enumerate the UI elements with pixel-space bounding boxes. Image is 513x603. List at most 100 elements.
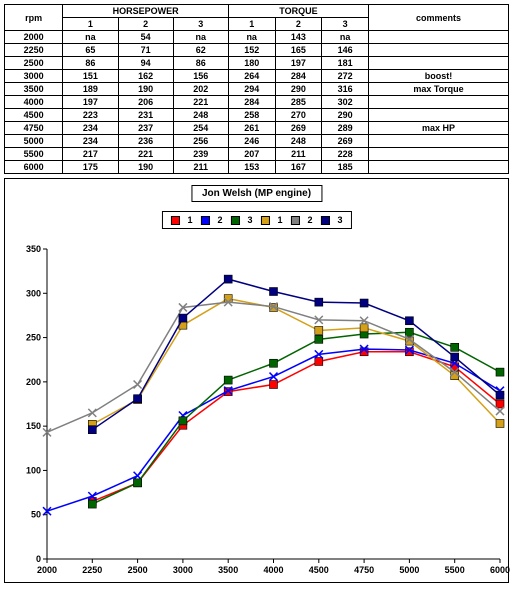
x-tick-label: 2000 bbox=[37, 565, 57, 575]
cell: 254 bbox=[173, 122, 228, 135]
table-row: 4000197206221284285302 bbox=[5, 96, 509, 109]
cell: 290 bbox=[322, 109, 369, 122]
cell: max HP bbox=[369, 122, 509, 135]
cell: 302 bbox=[322, 96, 369, 109]
cell: 239 bbox=[173, 148, 228, 161]
cell: 6000 bbox=[5, 161, 63, 174]
cell bbox=[369, 44, 509, 57]
cell bbox=[369, 57, 509, 70]
cell: max Torque bbox=[369, 83, 509, 96]
chart-container: Jon Welsh (MP engine) 123123 05010015020… bbox=[4, 178, 509, 583]
cell: 272 bbox=[322, 70, 369, 83]
y-tick-label: 0 bbox=[36, 554, 41, 564]
cell bbox=[369, 96, 509, 109]
cell: 285 bbox=[275, 96, 322, 109]
y-tick-label: 50 bbox=[31, 510, 41, 520]
cell: 94 bbox=[118, 57, 173, 70]
cell: 71 bbox=[118, 44, 173, 57]
cell: 175 bbox=[63, 161, 118, 174]
cell: 221 bbox=[118, 148, 173, 161]
cell: 3000 bbox=[5, 70, 63, 83]
cell: 185 bbox=[322, 161, 369, 174]
cell: 269 bbox=[322, 135, 369, 148]
th-hp: HORSEPOWER bbox=[63, 5, 229, 18]
table-row: 4750234237254261269289max HP bbox=[5, 122, 509, 135]
cell: 5500 bbox=[5, 148, 63, 161]
table-row: 5500217221239207211228 bbox=[5, 148, 509, 161]
table-row: 2250657162152165146 bbox=[5, 44, 509, 57]
cell bbox=[369, 31, 509, 44]
table-row: 2000na54nana143na bbox=[5, 31, 509, 44]
cell: 190 bbox=[118, 161, 173, 174]
cell: 190 bbox=[118, 83, 173, 96]
x-tick-label: 2500 bbox=[128, 565, 148, 575]
x-tick-label: 2250 bbox=[82, 565, 102, 575]
cell: 316 bbox=[322, 83, 369, 96]
y-tick-label: 250 bbox=[26, 333, 41, 343]
cell: 248 bbox=[173, 109, 228, 122]
cell: 143 bbox=[275, 31, 322, 44]
x-tick-label: 5000 bbox=[399, 565, 419, 575]
x-tick-label: 4500 bbox=[309, 565, 329, 575]
y-tick-label: 350 bbox=[26, 244, 41, 254]
cell: 54 bbox=[118, 31, 173, 44]
cell bbox=[369, 109, 509, 122]
cell: 86 bbox=[173, 57, 228, 70]
cell: 3500 bbox=[5, 83, 63, 96]
cell: 228 bbox=[322, 148, 369, 161]
cell: 261 bbox=[228, 122, 275, 135]
x-tick-label: 4750 bbox=[354, 565, 374, 575]
y-tick-label: 150 bbox=[26, 421, 41, 431]
cell: 206 bbox=[118, 96, 173, 109]
cell: 2250 bbox=[5, 44, 63, 57]
y-tick-label: 200 bbox=[26, 377, 41, 387]
cell: 162 bbox=[118, 70, 173, 83]
cell: 269 bbox=[275, 122, 322, 135]
cell: 86 bbox=[63, 57, 118, 70]
table-row: 2500869486180197181 bbox=[5, 57, 509, 70]
cell: 289 bbox=[322, 122, 369, 135]
cell: 234 bbox=[63, 122, 118, 135]
th-tq: TORQUE bbox=[228, 5, 368, 18]
cell: 62 bbox=[173, 44, 228, 57]
cell bbox=[369, 135, 509, 148]
cell: 180 bbox=[228, 57, 275, 70]
dyno-table: rpm HORSEPOWER TORQUE comments 123123 20… bbox=[4, 4, 509, 174]
th-rpm: rpm bbox=[5, 5, 63, 31]
chart-svg: 0501001502002503003502000225025003000350… bbox=[5, 179, 510, 584]
cell: 207 bbox=[228, 148, 275, 161]
cell: 284 bbox=[228, 96, 275, 109]
cell: 4750 bbox=[5, 122, 63, 135]
cell: 156 bbox=[173, 70, 228, 83]
cell: 290 bbox=[275, 83, 322, 96]
cell: 294 bbox=[228, 83, 275, 96]
cell: 65 bbox=[63, 44, 118, 57]
th-comments: comments bbox=[369, 5, 509, 31]
cell: 231 bbox=[118, 109, 173, 122]
table-row: 6000175190211153167185 bbox=[5, 161, 509, 174]
th-sub: 3 bbox=[322, 18, 369, 31]
cell: 167 bbox=[275, 161, 322, 174]
cell bbox=[369, 148, 509, 161]
cell: 4000 bbox=[5, 96, 63, 109]
cell: na bbox=[63, 31, 118, 44]
cell: 270 bbox=[275, 109, 322, 122]
cell: 211 bbox=[173, 161, 228, 174]
cell: 237 bbox=[118, 122, 173, 135]
cell: 181 bbox=[322, 57, 369, 70]
cell: 221 bbox=[173, 96, 228, 109]
cell: 223 bbox=[63, 109, 118, 122]
cell: 152 bbox=[228, 44, 275, 57]
x-tick-label: 3500 bbox=[218, 565, 238, 575]
table-row: 3500189190202294290316max Torque bbox=[5, 83, 509, 96]
cell: 189 bbox=[63, 83, 118, 96]
cell: 284 bbox=[275, 70, 322, 83]
cell bbox=[369, 161, 509, 174]
th-sub: 2 bbox=[275, 18, 322, 31]
th-sub: 2 bbox=[118, 18, 173, 31]
th-sub: 1 bbox=[63, 18, 118, 31]
cell: 264 bbox=[228, 70, 275, 83]
cell: 146 bbox=[322, 44, 369, 57]
cell: 256 bbox=[173, 135, 228, 148]
x-tick-label: 5500 bbox=[445, 565, 465, 575]
